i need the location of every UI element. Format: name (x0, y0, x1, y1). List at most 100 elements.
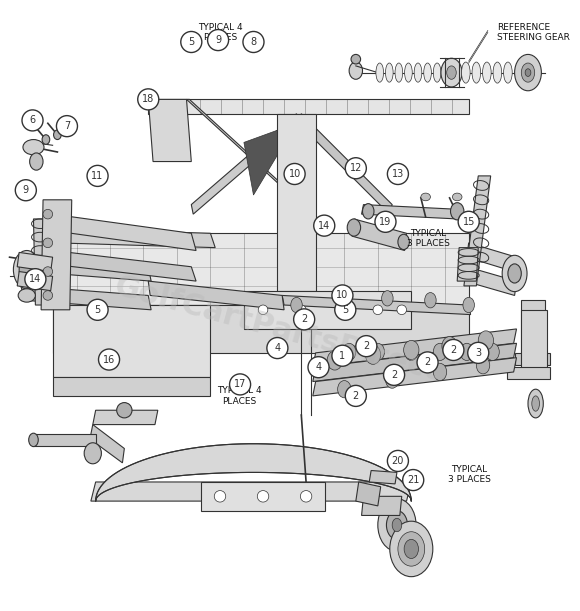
Circle shape (300, 491, 312, 502)
Circle shape (375, 211, 396, 232)
Ellipse shape (478, 331, 494, 350)
Text: 12: 12 (350, 163, 362, 174)
Ellipse shape (404, 340, 419, 359)
Polygon shape (93, 410, 158, 425)
Text: 6: 6 (30, 115, 35, 125)
Ellipse shape (378, 499, 416, 551)
Text: 18: 18 (142, 94, 154, 104)
Circle shape (117, 403, 132, 418)
Polygon shape (34, 219, 50, 305)
Ellipse shape (462, 62, 470, 83)
Circle shape (43, 267, 53, 276)
Text: 19: 19 (379, 217, 392, 227)
Text: 7: 7 (64, 121, 70, 131)
Text: 2: 2 (363, 341, 369, 351)
Text: 2: 2 (353, 391, 359, 401)
Polygon shape (53, 214, 196, 251)
Text: 13: 13 (392, 169, 404, 179)
Ellipse shape (442, 337, 457, 356)
Ellipse shape (493, 62, 502, 83)
Text: 11: 11 (92, 171, 104, 181)
Polygon shape (53, 251, 196, 281)
Ellipse shape (42, 135, 50, 144)
Circle shape (387, 164, 408, 185)
Ellipse shape (19, 259, 34, 280)
Circle shape (335, 305, 345, 315)
Ellipse shape (395, 63, 403, 82)
Text: GolfCartPartsDirect: GolfCartPartsDirect (111, 271, 443, 386)
Polygon shape (90, 425, 124, 463)
Polygon shape (17, 252, 53, 271)
Ellipse shape (503, 62, 512, 83)
Polygon shape (53, 377, 211, 396)
Text: 10: 10 (336, 290, 349, 301)
Polygon shape (467, 243, 517, 271)
Polygon shape (53, 233, 469, 305)
Text: 20: 20 (392, 456, 404, 466)
Text: 17: 17 (234, 379, 246, 389)
Circle shape (345, 158, 367, 179)
Polygon shape (457, 247, 478, 281)
Ellipse shape (433, 343, 447, 360)
Ellipse shape (338, 381, 351, 398)
Ellipse shape (339, 293, 350, 308)
Polygon shape (187, 100, 304, 205)
Circle shape (43, 291, 53, 300)
Ellipse shape (476, 357, 490, 374)
Polygon shape (361, 205, 459, 219)
Circle shape (332, 345, 353, 366)
Circle shape (397, 305, 407, 315)
Circle shape (387, 450, 408, 472)
Ellipse shape (382, 291, 393, 306)
Text: 4: 4 (316, 362, 321, 372)
Polygon shape (521, 310, 547, 377)
Circle shape (43, 238, 53, 247)
Circle shape (443, 340, 464, 360)
Circle shape (373, 305, 383, 315)
Ellipse shape (414, 63, 422, 82)
Circle shape (214, 491, 226, 502)
Polygon shape (361, 496, 402, 516)
Ellipse shape (376, 63, 383, 82)
Ellipse shape (521, 63, 535, 82)
Ellipse shape (392, 518, 402, 532)
Ellipse shape (433, 364, 447, 381)
Polygon shape (313, 357, 517, 396)
Circle shape (43, 210, 53, 219)
Text: 9: 9 (215, 35, 221, 45)
Ellipse shape (386, 63, 393, 82)
Polygon shape (521, 300, 545, 353)
Polygon shape (53, 229, 215, 247)
Circle shape (345, 386, 367, 406)
Ellipse shape (486, 343, 499, 360)
Ellipse shape (425, 293, 436, 308)
Polygon shape (313, 343, 517, 381)
Circle shape (87, 299, 108, 320)
Ellipse shape (28, 433, 38, 447)
Polygon shape (299, 114, 392, 214)
Ellipse shape (528, 389, 543, 418)
Ellipse shape (460, 343, 473, 360)
Circle shape (87, 166, 108, 186)
Ellipse shape (463, 298, 474, 313)
Circle shape (99, 349, 119, 370)
Ellipse shape (472, 62, 481, 83)
Circle shape (208, 29, 229, 51)
Ellipse shape (447, 66, 456, 79)
Polygon shape (352, 219, 407, 251)
Ellipse shape (502, 255, 527, 291)
Polygon shape (53, 305, 211, 377)
Polygon shape (148, 100, 191, 161)
Circle shape (458, 211, 479, 232)
Ellipse shape (362, 203, 374, 219)
Circle shape (56, 115, 78, 137)
Text: 16: 16 (103, 354, 115, 365)
Polygon shape (148, 100, 469, 114)
Polygon shape (464, 176, 491, 286)
Circle shape (258, 491, 269, 502)
Circle shape (467, 342, 489, 364)
Text: 14: 14 (318, 221, 331, 230)
Ellipse shape (386, 511, 408, 540)
Text: 21: 21 (407, 475, 419, 485)
Ellipse shape (398, 234, 409, 249)
